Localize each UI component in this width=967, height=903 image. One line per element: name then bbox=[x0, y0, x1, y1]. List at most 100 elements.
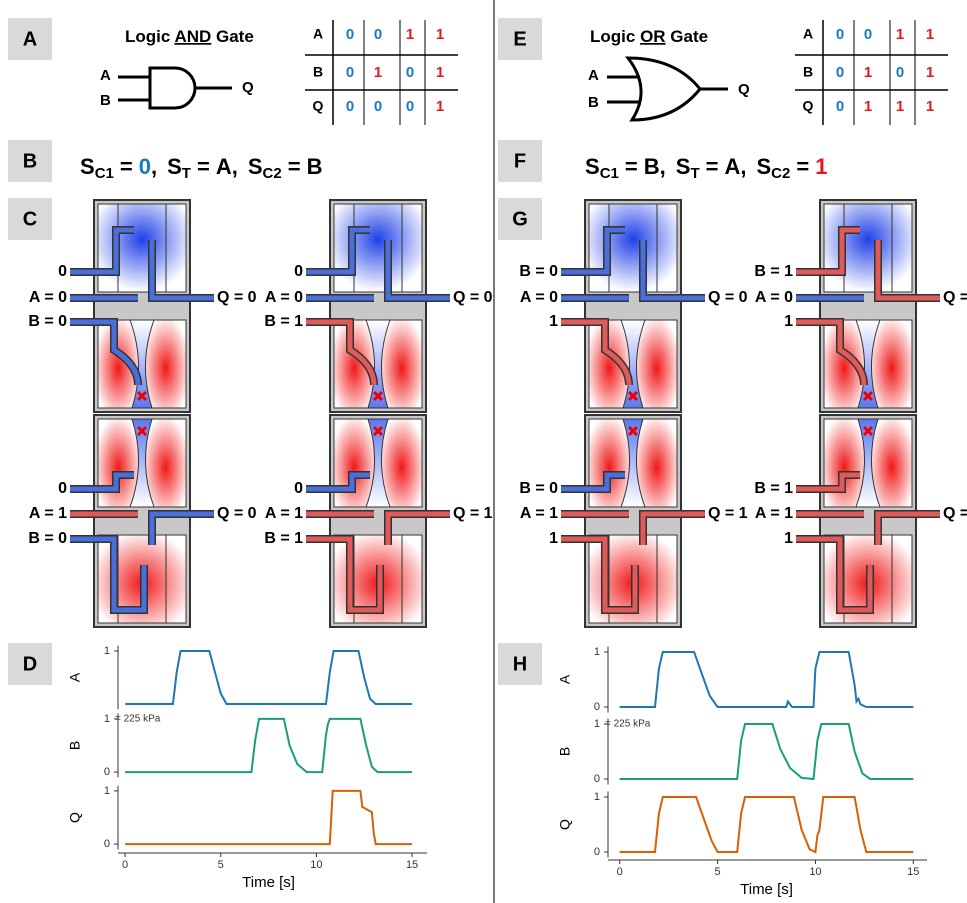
gate-title: Logic OR Gate bbox=[590, 27, 708, 46]
gate-title-part: Logic bbox=[125, 27, 174, 46]
tube bbox=[561, 472, 625, 492]
eq-sub: C1 bbox=[600, 165, 619, 182]
membrane bbox=[823, 319, 865, 409]
y-tick-label: 0 bbox=[594, 701, 600, 713]
equation: SC1 = B, ST = A, SC2 = 1 bbox=[585, 154, 827, 182]
valve-input-label: 1 bbox=[784, 313, 793, 330]
valve-diagram: 0 A = 1 B = 0 Q = 0 bbox=[28, 414, 257, 628]
tube bbox=[385, 240, 450, 301]
y-tick-label: 1 bbox=[104, 785, 110, 797]
panel-label: F bbox=[514, 150, 526, 172]
gate-input-label: B bbox=[100, 92, 111, 109]
valve-output-label: Q = 0 bbox=[708, 289, 748, 306]
table-cell: 1 bbox=[864, 64, 872, 81]
tube bbox=[70, 472, 134, 492]
tube bbox=[561, 536, 638, 613]
membrane bbox=[871, 418, 913, 508]
valve-input-label: A = 1 bbox=[755, 505, 793, 522]
valve-input-label: 1 bbox=[549, 313, 558, 330]
valve-output-label: Q = 1 bbox=[708, 505, 748, 522]
panel-label-box bbox=[8, 18, 52, 60]
and-gate bbox=[148, 66, 197, 110]
eq-rhs: B bbox=[644, 154, 660, 179]
valve-input-label: B = 0 bbox=[28, 313, 67, 330]
valve-input-label: 0 bbox=[294, 263, 303, 280]
table-cell: 1 bbox=[896, 98, 904, 115]
annotation: = 225 kPa bbox=[115, 714, 161, 725]
valve-input-label: A = 0 bbox=[29, 289, 67, 306]
eq-var: S bbox=[248, 154, 263, 179]
eq-op: = bbox=[625, 154, 638, 179]
eq-rhs: A bbox=[216, 154, 232, 179]
y-tick-label: 0 bbox=[104, 838, 110, 850]
panel-label: D bbox=[23, 653, 37, 675]
table-row-label: B bbox=[313, 64, 323, 80]
x-tick-label: 10 bbox=[310, 859, 322, 871]
y-tick-label: 0 bbox=[594, 773, 600, 785]
membrane bbox=[97, 418, 139, 508]
gate-input-label: B bbox=[588, 94, 599, 111]
chamber bbox=[97, 203, 187, 293]
x-axis-label: Time [s] bbox=[242, 874, 295, 891]
table-cell: 1 bbox=[864, 98, 872, 115]
signal-line bbox=[125, 789, 413, 846]
y-axis-label: B bbox=[557, 747, 573, 756]
eq-op: = bbox=[197, 154, 210, 179]
gate-output-label: Q bbox=[738, 81, 750, 98]
tube bbox=[149, 240, 214, 301]
tube bbox=[306, 227, 370, 275]
table-cell: 0 bbox=[896, 64, 904, 81]
valve-output-label: Q = 1 bbox=[943, 505, 967, 522]
eq-op: = bbox=[796, 154, 809, 179]
gate-output-label: Q bbox=[242, 79, 254, 96]
valve-input-label: 0 bbox=[58, 480, 67, 497]
tube bbox=[561, 319, 632, 386]
table-cell: 0 bbox=[374, 98, 382, 115]
valve-input-label: 1 bbox=[549, 530, 558, 547]
table-row-label: Q bbox=[313, 98, 324, 114]
membrane bbox=[871, 319, 913, 409]
panel-label-box bbox=[8, 198, 52, 240]
eq-var: S bbox=[676, 154, 691, 179]
table-cell: 1 bbox=[896, 26, 904, 43]
valve-input-label: B = 0 bbox=[519, 480, 558, 497]
table-cell: 1 bbox=[374, 64, 382, 81]
table-row-label: A bbox=[313, 26, 323, 42]
valve-diagram: B = 1 A = 0 1 Q = 1 bbox=[754, 199, 967, 413]
y-axis-label: A bbox=[557, 674, 573, 684]
x-axis-label: Time [s] bbox=[740, 881, 793, 898]
eq-sub: T bbox=[690, 165, 699, 182]
signal-line bbox=[619, 796, 914, 854]
panel-label: A bbox=[23, 28, 37, 50]
valve-input-label: B = 1 bbox=[264, 313, 303, 330]
valve-seat bbox=[136, 390, 148, 402]
table-cell: 0 bbox=[836, 64, 844, 81]
valve-seat bbox=[136, 425, 148, 437]
eq-rhs: A bbox=[724, 154, 740, 179]
valve-input-label: B = 0 bbox=[28, 530, 67, 547]
y-tick-label: 1 bbox=[104, 645, 110, 657]
membrane bbox=[145, 319, 187, 409]
or-gate bbox=[624, 56, 702, 122]
panel-label-box bbox=[498, 18, 542, 60]
valve-input-label: 1 bbox=[784, 530, 793, 547]
tube bbox=[306, 319, 377, 386]
chamber bbox=[333, 203, 423, 293]
x-tick-label: 15 bbox=[406, 859, 418, 871]
y-tick-label: 1 bbox=[104, 713, 110, 725]
eq-var: S bbox=[167, 154, 182, 179]
valve-diagram: B = 0 A = 0 1 Q = 0 bbox=[519, 199, 748, 413]
panel-label-box bbox=[498, 140, 542, 182]
tube bbox=[306, 536, 383, 613]
eq-op: = bbox=[706, 154, 719, 179]
valve-seat bbox=[372, 425, 384, 437]
table-cell: 0 bbox=[346, 98, 354, 115]
table-cell: 1 bbox=[926, 26, 934, 43]
valve-seat bbox=[372, 390, 384, 402]
panel-label-box bbox=[8, 140, 52, 182]
signal-line bbox=[125, 650, 413, 705]
eq-op: = bbox=[120, 154, 133, 179]
valve-seat bbox=[627, 390, 639, 402]
eq-separator: , bbox=[660, 154, 666, 179]
membrane bbox=[588, 319, 630, 409]
